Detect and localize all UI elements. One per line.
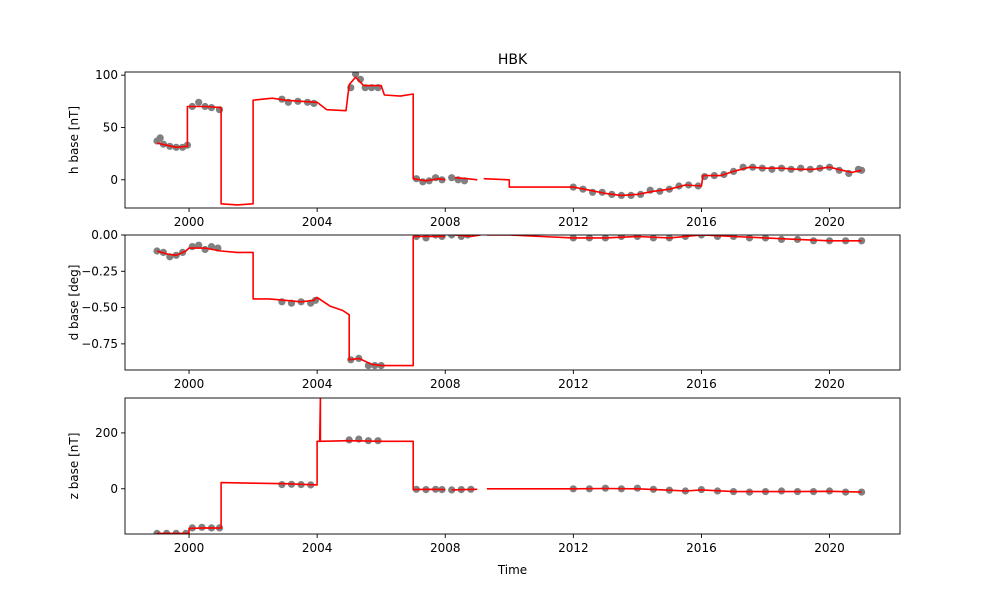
y-axis-label: z base [nT] [67, 433, 81, 500]
baseline-line-segment [156, 76, 446, 206]
x-tick-label: 2020 [814, 215, 845, 229]
x-tick-label: 2004 [302, 541, 333, 555]
x-tick-label: 2000 [174, 215, 205, 229]
x-tick-label: 2016 [686, 377, 717, 391]
x-tick-label: 2008 [430, 215, 461, 229]
raw-point [195, 98, 203, 106]
x-tick-label: 2008 [430, 377, 461, 391]
panel-z-plot-area [153, 398, 866, 534]
x-tick-label: 2016 [686, 215, 717, 229]
raw-point [311, 296, 320, 304]
panel-d-plot-area [153, 235, 866, 370]
x-tick-label: 2020 [814, 541, 845, 555]
panel-h-frame [124, 71, 901, 209]
panel-h: 2000 2004 2008 2012 2016 2020 0 50 100 h base [nT… [67, 68, 901, 229]
y-tick-label: −0.50 [81, 301, 118, 315]
raw-point [195, 241, 203, 249]
raw-point [201, 245, 209, 254]
raw-point [797, 164, 805, 172]
x-tick-label: 2004 [302, 377, 333, 391]
chart-title: HBK [498, 52, 528, 68]
y-tick-label: 0 [110, 482, 118, 496]
baseline-line-segment [483, 166, 862, 197]
baseline-line-segment [454, 235, 481, 238]
raw-point [278, 481, 286, 489]
x-tick-label: 2004 [302, 215, 333, 229]
x-tick-label: 2020 [814, 377, 845, 391]
baseline-line-segment [156, 235, 446, 367]
baseline-line-segment [157, 398, 446, 534]
x-tick-label: 2012 [558, 215, 589, 229]
x-tick-label: 2012 [558, 541, 589, 555]
baseline-line-segment [454, 176, 478, 181]
panel-d: 2000 2004 2008 2012 2016 2020 0.00 −0.25 −0.50 −0… [67, 228, 901, 391]
baseline-line-segment [486, 235, 862, 242]
y-axis-label: h base [nT] [67, 106, 81, 174]
x-tick-label: 2016 [686, 541, 717, 555]
raw-point [858, 166, 866, 174]
y-tick-label: 200 [95, 426, 118, 440]
raw-point [156, 134, 164, 142]
panel-z: 2000 2004 2008 2012 2016 2020 0 200 z base [nT] [67, 397, 901, 555]
x-tick-label: 2012 [558, 377, 589, 391]
raw-point [768, 165, 776, 173]
raw-point [448, 235, 456, 239]
y-tick-label: −0.75 [81, 337, 118, 351]
y-tick-label: 50 [103, 120, 118, 134]
baseline-line-segment [451, 488, 478, 491]
y-tick-label: −0.25 [81, 264, 118, 278]
y-tick-label: 0 [110, 173, 118, 187]
x-tick-label: 2000 [174, 541, 205, 555]
panel-z-frame [124, 397, 901, 535]
y-axis-label: d base [deg] [67, 265, 81, 341]
raw-point [352, 72, 360, 78]
x-tick-label: 2000 [174, 377, 205, 391]
x-tick-label: 2008 [430, 541, 461, 555]
x-axis-label: Time [497, 563, 527, 577]
raw-point [310, 99, 318, 107]
panel-h-plot-area [153, 72, 866, 206]
y-tick-label: 100 [95, 68, 118, 82]
baseline-line-segment [486, 487, 862, 493]
y-tick-label: 0.00 [91, 228, 118, 242]
panel-d-frame [124, 234, 901, 371]
raw-point [448, 174, 456, 182]
raw-point [188, 243, 196, 251]
